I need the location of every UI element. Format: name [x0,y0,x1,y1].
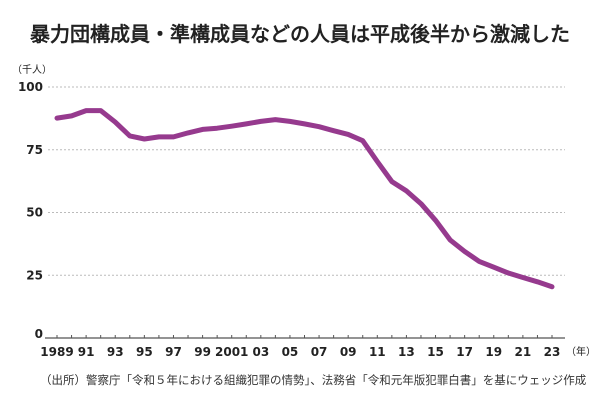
x-tick-label: 07 [311,345,328,359]
series-line [54,108,555,290]
x-tick-label: 17 [456,345,473,359]
x-tick-label: 1989 [40,345,73,359]
x-tick-label: 13 [398,345,415,359]
x-tick-label: 2001 [215,345,248,359]
x-tick-label: 23 [544,345,561,359]
y-tick-label: 75 [26,143,43,157]
x-tick-label: 05 [282,345,299,359]
x-tick-label: 91 [78,345,95,359]
x-tick-label: 11 [369,345,386,359]
y-axis-unit: （千人） [12,64,52,76]
x-tick-label: 19 [485,345,502,359]
x-tick-label: 95 [136,345,153,359]
y-tick-label: 0 [35,327,43,341]
x-tick-label: 21 [515,345,532,359]
x-tick-label: 97 [165,345,182,359]
x-axis-unit: （年） [566,345,596,358]
x-tick-label: 09 [340,345,357,359]
x-tick-label: 93 [107,345,124,359]
x-tick-label: 99 [194,345,211,359]
y-tick-label: 25 [26,268,43,282]
x-tick-label: 15 [427,345,444,359]
chart-title: 暴力団構成員・準構成員などの人員は平成後半から激減した [30,22,570,46]
y-tick-label: 100 [18,80,43,94]
y-tick-label: 50 [26,206,43,220]
source-note: （出所）警察庁「令和５年における組織犯罪の情勢」、法務省「令和元年版犯罪白書」を… [40,373,587,387]
x-tick-label: 03 [252,345,269,359]
